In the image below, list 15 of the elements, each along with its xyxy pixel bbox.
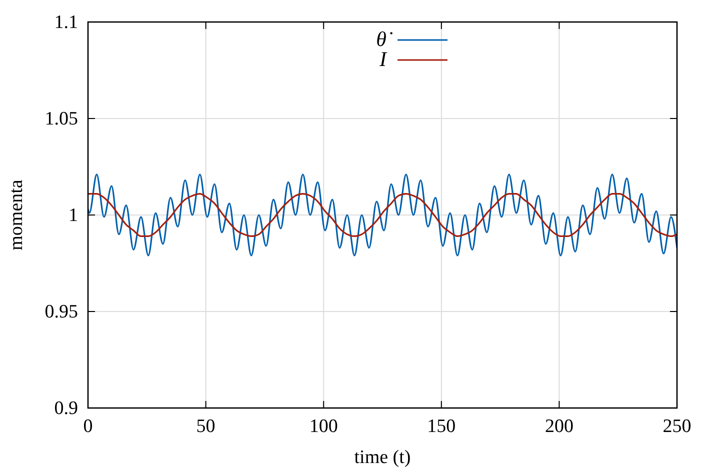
- line-series: [88, 192, 677, 238]
- x-tick-label: 150: [427, 416, 456, 437]
- line-series: [88, 174, 677, 256]
- x-tick-label: 0: [83, 416, 93, 437]
- y-tick-label: 0.95: [44, 302, 78, 322]
- x-axis-title: time (t): [354, 447, 411, 468]
- x-tick-label: 50: [196, 416, 216, 437]
- x-tick-label: 250: [662, 416, 692, 437]
- y-axis-title: momenta: [6, 179, 27, 250]
- y-tick-label: 1: [68, 205, 78, 226]
- y-tick-label: 1.05: [44, 108, 78, 130]
- y-tick-label: 0.9: [54, 398, 78, 419]
- x-tick-label: 200: [544, 416, 574, 437]
- y-tick-label: 1.1: [54, 12, 78, 33]
- x-tick-label: 100: [309, 416, 338, 437]
